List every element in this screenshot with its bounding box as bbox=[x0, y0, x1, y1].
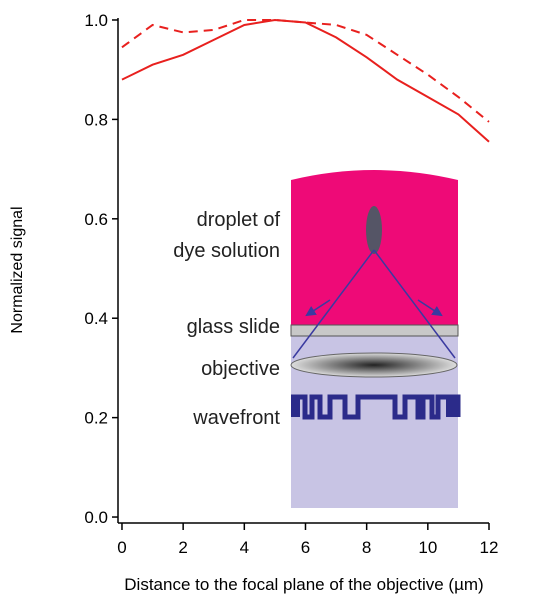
y-tick-label: 0.2 bbox=[84, 409, 108, 428]
y-tick-label: 0.4 bbox=[84, 309, 108, 328]
y-axis-label: Normalized signal bbox=[9, 206, 26, 333]
wavefront-block bbox=[291, 397, 300, 417]
wavefront bbox=[291, 394, 461, 420]
diagram-label: droplet of bbox=[197, 209, 281, 231]
x-tick-label: 2 bbox=[178, 538, 187, 557]
diagram-label: glass slide bbox=[187, 316, 280, 338]
y-tick-label: 0.6 bbox=[84, 210, 108, 229]
diagram-label: wavefront bbox=[192, 407, 280, 429]
inset-diagram: droplet of dye solution glass slide obje… bbox=[173, 170, 461, 508]
arrow bbox=[417, 299, 443, 317]
objective-lens bbox=[290, 352, 458, 378]
x-axis-label: Distance to the focal plane of the objec… bbox=[124, 575, 483, 594]
data-line bbox=[121, 18, 490, 143]
x-tick-label: 12 bbox=[480, 538, 499, 557]
x-tick-label: 10 bbox=[418, 538, 437, 557]
diagram-label: dye solution bbox=[173, 240, 280, 262]
y-tick-label: 0.8 bbox=[84, 110, 108, 129]
x-tick-label: 8 bbox=[362, 538, 371, 557]
y-tick-label: 1.0 bbox=[84, 11, 108, 30]
droplet bbox=[366, 206, 382, 254]
x-tick-label: 4 bbox=[240, 538, 249, 557]
x-tick-label: 6 bbox=[301, 538, 310, 557]
ray bbox=[373, 249, 456, 359]
arrow bbox=[305, 299, 331, 317]
diagram-label: objective bbox=[201, 358, 280, 380]
ray bbox=[292, 249, 375, 359]
glass-slide bbox=[290, 324, 459, 337]
y-tick-label: 0.0 bbox=[84, 508, 108, 527]
data-line bbox=[121, 18, 490, 123]
wavefront-block bbox=[446, 397, 458, 417]
x-tick-label: 0 bbox=[117, 538, 126, 557]
